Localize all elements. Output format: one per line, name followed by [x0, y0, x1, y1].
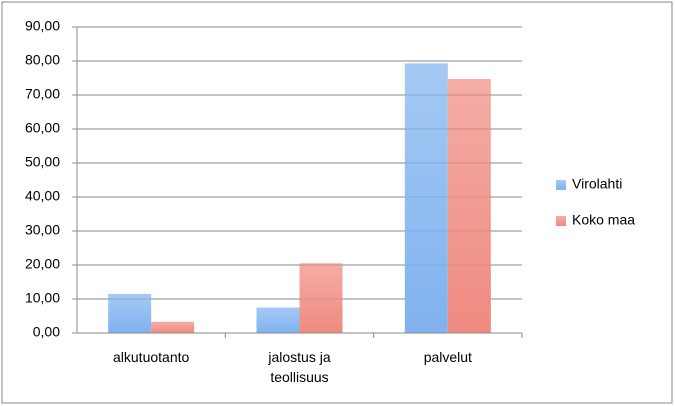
bar	[256, 307, 300, 333]
y-tick-label: 50,00	[25, 154, 60, 170]
y-tick-label: 60,00	[25, 120, 60, 136]
bar	[108, 293, 152, 333]
y-tick-label: 0,00	[33, 324, 60, 340]
legend-swatch	[556, 216, 566, 226]
x-tick-label: alkutuotanto	[113, 349, 190, 365]
x-tick-label: jalostus ja teollisuus	[268, 349, 331, 385]
y-tick-label: 90,00	[25, 18, 60, 34]
x-tick-label: palvelut	[423, 349, 472, 365]
bar	[447, 79, 491, 334]
bar	[299, 263, 343, 333]
y-tick-label: 20,00	[25, 256, 60, 272]
y-tick-label: 70,00	[25, 86, 60, 102]
legend-label: Koko maa	[572, 212, 635, 228]
y-tick-label: 10,00	[25, 290, 60, 306]
bar	[404, 63, 448, 333]
legend-label: Virolahti	[572, 176, 622, 192]
legend-swatch	[556, 180, 566, 190]
bar	[151, 321, 195, 333]
y-tick-label: 30,00	[25, 222, 60, 238]
y-tick-label: 40,00	[25, 188, 60, 204]
y-tick-label: 80,00	[25, 52, 60, 68]
